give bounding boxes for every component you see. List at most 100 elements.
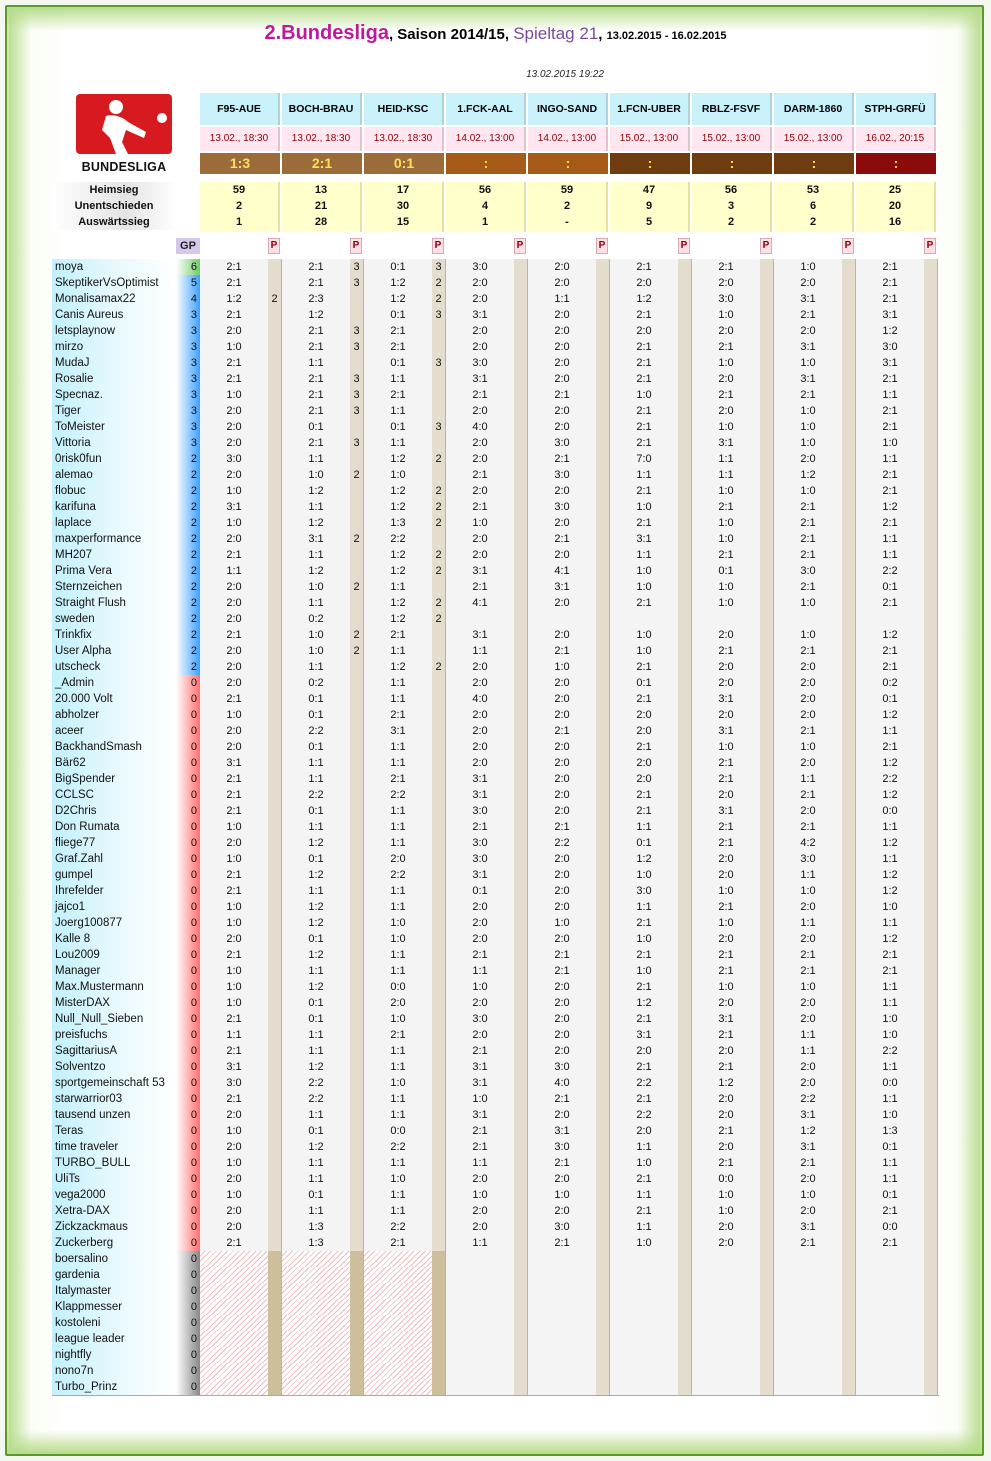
tip-value: 1:1: [364, 947, 432, 963]
tip-points: [432, 995, 446, 1011]
player-name[interactable]: Tiger: [52, 403, 176, 419]
tip-points: [514, 787, 528, 803]
player-name[interactable]: tausend unzen: [52, 1107, 176, 1123]
player-name[interactable]: Max.Mustermann: [52, 979, 176, 995]
tip-cell: 1:2 2: [364, 611, 446, 627]
player-name[interactable]: MisterDAX: [52, 995, 176, 1011]
player-name[interactable]: Lou2009: [52, 947, 176, 963]
player-name[interactable]: User Alpha: [52, 643, 176, 659]
player-name[interactable]: aceer: [52, 723, 176, 739]
player-name[interactable]: Graf.Zahl: [52, 851, 176, 867]
player-name[interactable]: MH207: [52, 547, 176, 563]
player-name[interactable]: moya: [52, 259, 176, 275]
player-name[interactable]: Monalisamax22: [52, 291, 176, 307]
player-name[interactable]: nono7n: [52, 1363, 176, 1379]
player-name[interactable]: SagittariusA: [52, 1043, 176, 1059]
player-name[interactable]: ToMeister: [52, 419, 176, 435]
player-name[interactable]: Zickzackmaus: [52, 1219, 176, 1235]
player-name[interactable]: Sternzeichen: [52, 579, 176, 595]
player-name[interactable]: Zuckerberg: [52, 1235, 176, 1251]
tip-value: [774, 1315, 842, 1331]
player-name[interactable]: BackhandSmash: [52, 739, 176, 755]
player-name[interactable]: Ihrefelder: [52, 883, 176, 899]
tip-cell: 2:0: [774, 1075, 856, 1091]
player-name[interactable]: MudaJ: [52, 355, 176, 371]
player-name[interactable]: sweden: [52, 611, 176, 627]
player-name[interactable]: boersalino: [52, 1251, 176, 1267]
player-name[interactable]: 0risk0fun: [52, 451, 176, 467]
player-name[interactable]: BigSpender: [52, 771, 176, 787]
player-name[interactable]: letsplaynow: [52, 323, 176, 339]
tip-points: [268, 515, 282, 531]
player-name[interactable]: CCLSC: [52, 787, 176, 803]
player-name[interactable]: gardenia: [52, 1267, 176, 1283]
player-name[interactable]: kostoleni: [52, 1315, 176, 1331]
player-name[interactable]: D2Chris: [52, 803, 176, 819]
player-name[interactable]: sportgemeinschaft 53: [52, 1075, 176, 1091]
player-name[interactable]: vega2000: [52, 1187, 176, 1203]
tip-cell: 2:1 3: [282, 323, 364, 339]
player-name[interactable]: Don Rumata: [52, 819, 176, 835]
tip-value: 1:1: [774, 867, 842, 883]
player-name[interactable]: Solventzo: [52, 1059, 176, 1075]
player-name[interactable]: Prima Vera: [52, 563, 176, 579]
player-name[interactable]: Turbo_Prinz: [52, 1379, 176, 1395]
player-name[interactable]: karifuna: [52, 499, 176, 515]
player-name[interactable]: UliTs: [52, 1171, 176, 1187]
player-name[interactable]: maxperformance: [52, 531, 176, 547]
tip-points: [760, 1187, 774, 1203]
player-name[interactable]: gumpel: [52, 867, 176, 883]
match-team-header[interactable]: 1.FCN-UBER: [610, 93, 690, 125]
match-team-header[interactable]: 1.FCK-AAL: [446, 93, 526, 125]
player-name[interactable]: mirzo: [52, 339, 176, 355]
player-name[interactable]: jajco1: [52, 899, 176, 915]
player-name[interactable]: Rosalie: [52, 371, 176, 387]
player-name[interactable]: laplace: [52, 515, 176, 531]
match-team-header[interactable]: RBLZ-FSVF: [692, 93, 772, 125]
player-name[interactable]: flobuc: [52, 483, 176, 499]
tip-points: 2: [350, 467, 364, 483]
tip-points: [842, 1107, 856, 1123]
match-team-header[interactable]: DARM-1860: [774, 93, 854, 125]
match-team-header[interactable]: F95-AUE: [200, 93, 280, 125]
player-name[interactable]: Manager: [52, 963, 176, 979]
player-name[interactable]: Klappmesser: [52, 1299, 176, 1315]
player-name[interactable]: alemao: [52, 467, 176, 483]
tip-value: 2:1: [200, 1043, 268, 1059]
player-name[interactable]: starwarrior03: [52, 1091, 176, 1107]
player-name[interactable]: 20.000 Volt: [52, 691, 176, 707]
tip-cell: 2:0: [446, 1203, 528, 1219]
player-name[interactable]: fliege77: [52, 835, 176, 851]
tip-points: [842, 723, 856, 739]
player-name[interactable]: Joerg100877: [52, 915, 176, 931]
player-name[interactable]: time traveler: [52, 1139, 176, 1155]
player-name[interactable]: Bär62: [52, 755, 176, 771]
player-name[interactable]: _Admin: [52, 675, 176, 691]
player-name[interactable]: abholzer: [52, 707, 176, 723]
player-name[interactable]: Straight Flush: [52, 595, 176, 611]
tip-value: 2:0: [692, 851, 760, 867]
player-name[interactable]: Xetra-DAX: [52, 1203, 176, 1219]
player-name[interactable]: Teras: [52, 1123, 176, 1139]
tip-cell: 2:0: [692, 659, 774, 675]
player-name[interactable]: Canis Aureus: [52, 307, 176, 323]
player-name[interactable]: Vittoria: [52, 435, 176, 451]
tip-value: 2:0: [692, 787, 760, 803]
player-name[interactable]: Null_Null_Sieben: [52, 1011, 176, 1027]
tip-cell: 1:1: [364, 835, 446, 851]
match-team-header[interactable]: INGO-SAND: [528, 93, 608, 125]
player-name[interactable]: preisfuchs: [52, 1027, 176, 1043]
tip-value: [610, 1363, 678, 1379]
player-name[interactable]: nightfly: [52, 1347, 176, 1363]
player-name[interactable]: SkeptikerVsOptimist: [52, 275, 176, 291]
player-name[interactable]: utscheck: [52, 659, 176, 675]
player-name[interactable]: Trinkfix: [52, 627, 176, 643]
match-team-header[interactable]: STPH-GRFÜ: [856, 93, 936, 125]
match-team-header[interactable]: HEID-KSC: [364, 93, 444, 125]
player-name[interactable]: Italymaster: [52, 1283, 176, 1299]
match-team-header[interactable]: BOCH-BRAU: [282, 93, 362, 125]
player-name[interactable]: Specnaz.: [52, 387, 176, 403]
player-name[interactable]: Kalle 8: [52, 931, 176, 947]
player-name[interactable]: TURBO_BULL: [52, 1155, 176, 1171]
player-name[interactable]: league leader: [52, 1331, 176, 1347]
